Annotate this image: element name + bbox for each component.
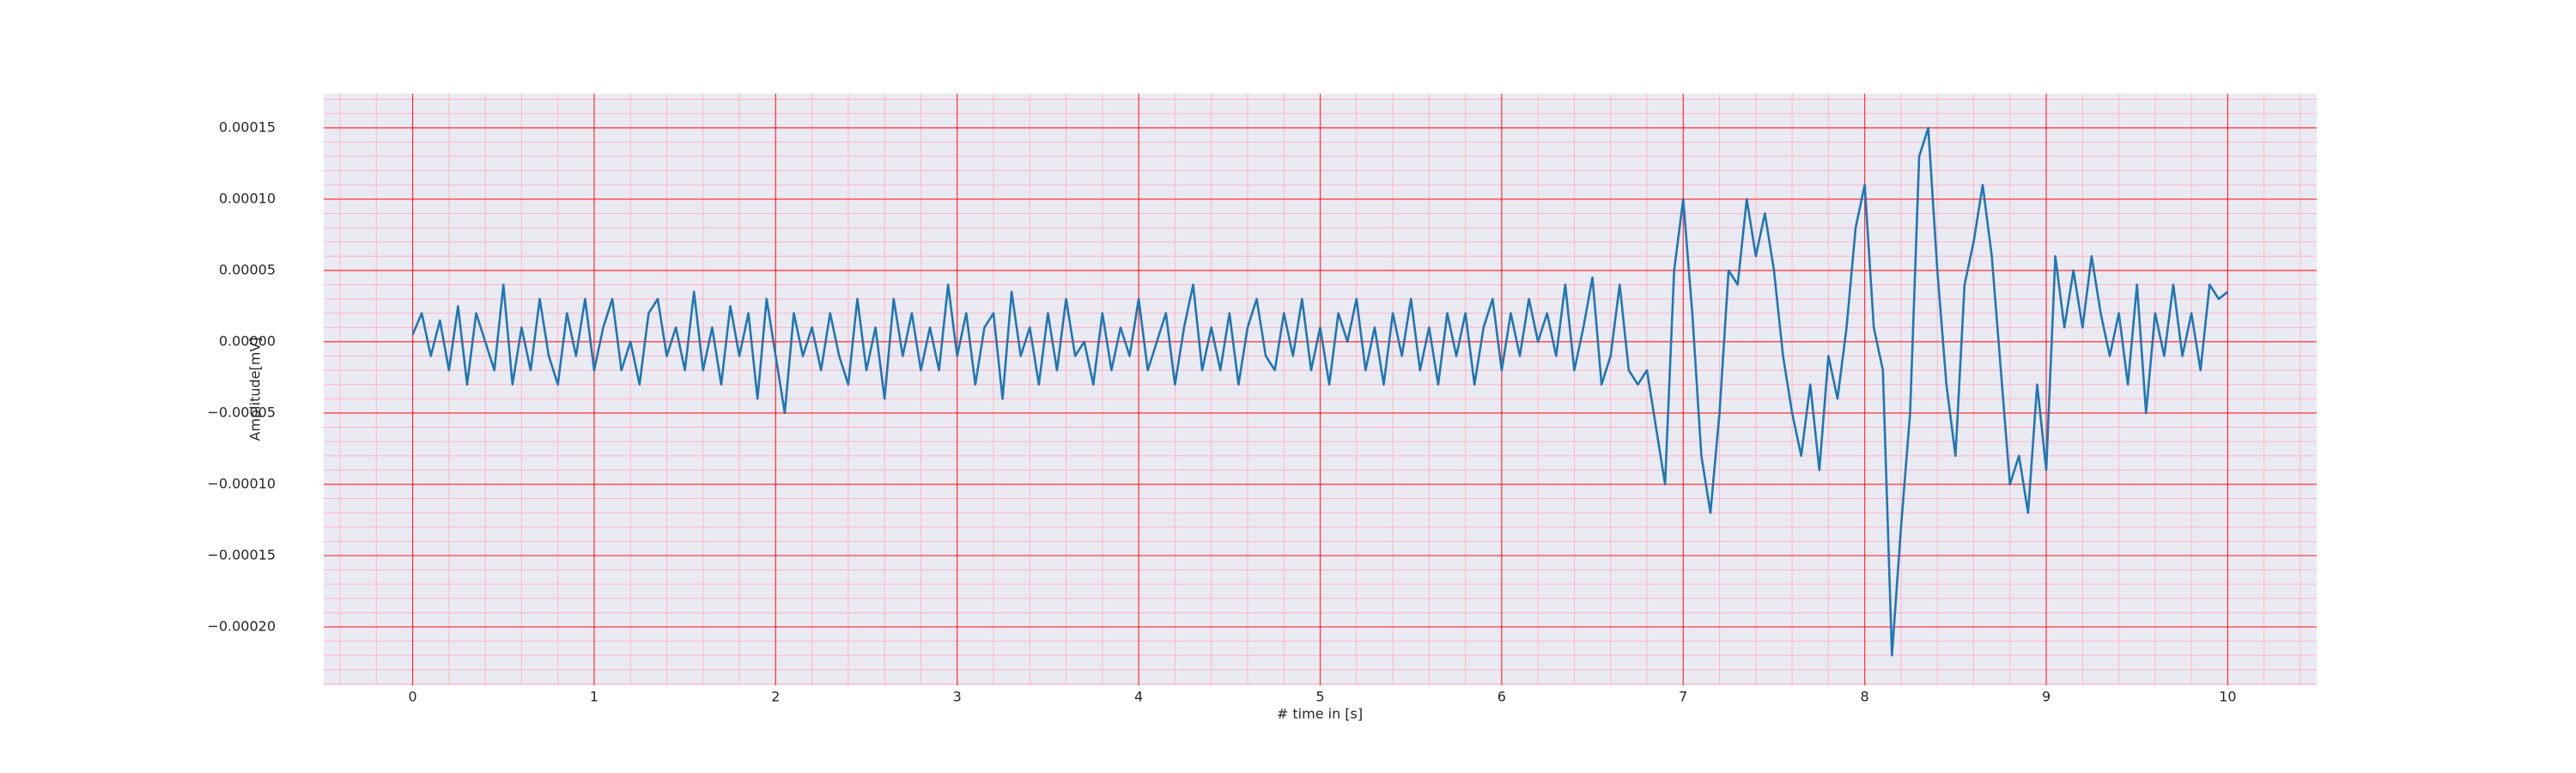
y-tick-label: −0.00005 — [207, 404, 276, 420]
x-tick-label: 2 — [771, 689, 780, 705]
y-tick-label: −0.00015 — [207, 546, 276, 563]
x-tick-label: 3 — [953, 689, 962, 705]
signal-line — [411, 126, 2229, 657]
y-tick-label: 0.00015 — [219, 119, 276, 135]
y-tick-label: 0.00010 — [219, 190, 276, 206]
y-tick-label: 0.00005 — [219, 261, 276, 277]
y-tick-label: −0.00020 — [207, 618, 276, 634]
x-tick-label: 6 — [1498, 689, 1506, 705]
y-tick-label: −0.00010 — [207, 475, 276, 491]
x-tick-label: 4 — [1134, 689, 1143, 705]
x-axis-label: # time in [s] — [1277, 706, 1363, 722]
x-tick-label: 9 — [2042, 689, 2050, 705]
x-tick-label: 1 — [590, 689, 598, 705]
x-tick-label: 7 — [1679, 689, 1687, 705]
y-tick-label: 0.00000 — [219, 332, 276, 349]
x-tick-label: 0 — [408, 689, 416, 705]
x-tick-label: 5 — [1315, 689, 1324, 705]
y-axis-label: Amplitude[mV] — [247, 337, 264, 441]
x-tick-label: 8 — [1861, 689, 1869, 705]
x-tick-label: 10 — [2219, 689, 2236, 705]
